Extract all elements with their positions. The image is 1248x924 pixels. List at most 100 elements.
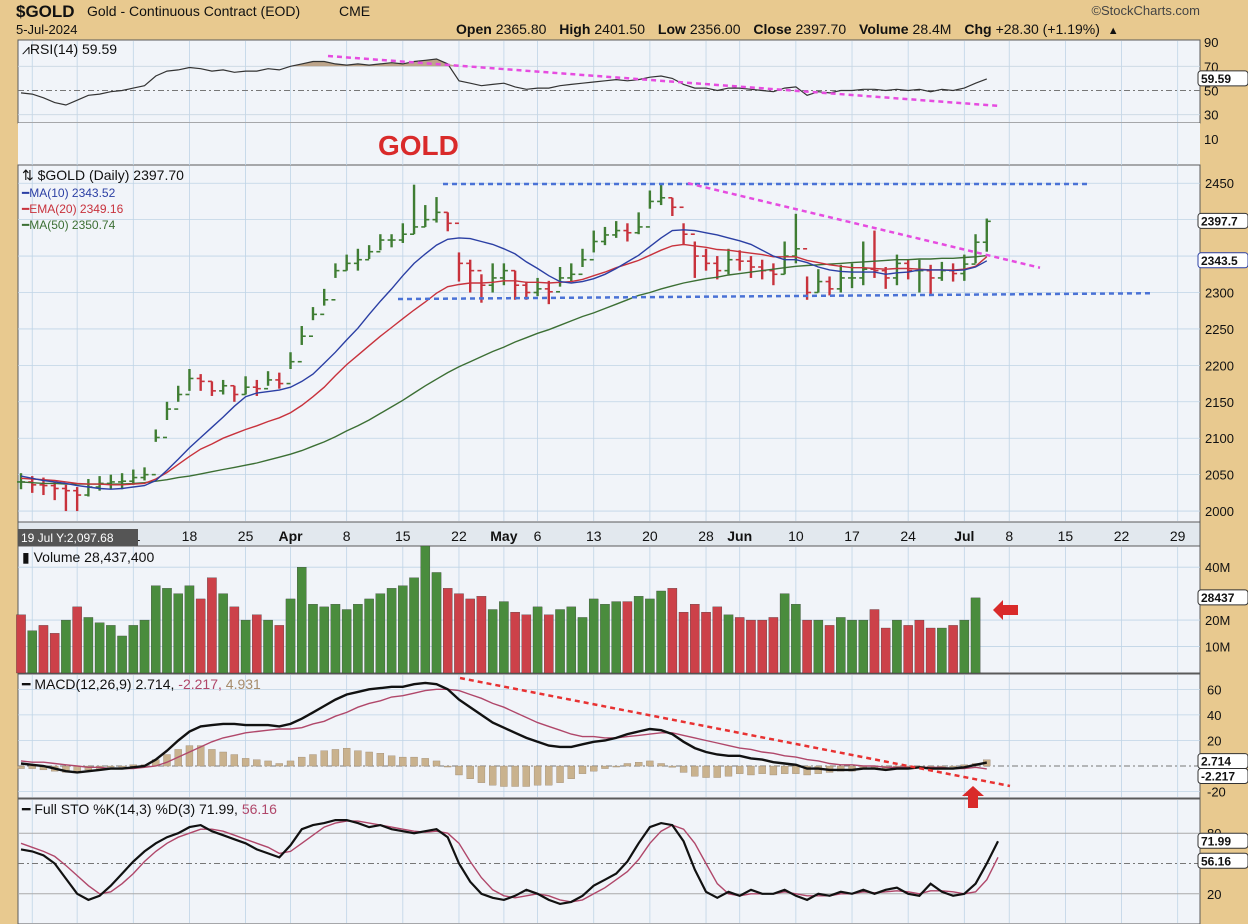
volume-bar (532, 606, 543, 674)
volume-value: 28.4M (913, 21, 952, 37)
volume-bar (836, 617, 846, 674)
macd-hist-bar (489, 765, 497, 786)
macd-line-value: 2.714, (135, 676, 178, 692)
macd-hist-bar (421, 758, 429, 767)
volume-bar (72, 606, 82, 674)
macd-hist-bar (590, 765, 598, 772)
volume-arrow-icon (993, 600, 1018, 620)
macd-hist-bar (511, 765, 519, 787)
volume-bar (353, 604, 363, 674)
volume-bar (768, 617, 779, 674)
y-tick-label: 2250 (1205, 322, 1234, 337)
y-tick-label: 60 (1207, 682, 1221, 697)
volume-bar (252, 614, 262, 674)
volume-bar (577, 617, 588, 674)
macd-hist-bar (399, 756, 407, 767)
value-tag-text: 2.714 (1201, 755, 1231, 769)
macd-hist-bar (500, 765, 508, 787)
y-tick-label: 50 (1204, 84, 1218, 99)
macd-hist-bar (612, 765, 620, 768)
volume-bar (151, 585, 161, 674)
ohlc-readout: Open 2365.80 High 2401.50 Low 2356.00 Close… (456, 21, 1119, 37)
low-label: Low (658, 21, 686, 37)
macd-hist-bar (241, 758, 250, 767)
macd-hist-value: 4.931 (226, 676, 261, 692)
macd-hist-bar (803, 765, 811, 776)
y-tick-label: 20 (1207, 887, 1221, 902)
high-value: 2401.50 (594, 21, 645, 37)
volume-bar (319, 606, 329, 674)
y-tick-label: 2100 (1205, 431, 1234, 446)
x-tick-label: Jun (727, 528, 752, 544)
volume-bar (465, 598, 475, 674)
high-label: High (559, 21, 590, 37)
date-tooltip: 19 Jul Y:2,097.68 (21, 531, 114, 545)
x-tick-label: 13 (586, 528, 602, 544)
value-tag-text: 2397.7 (1201, 214, 1238, 228)
value-tag: 59.59 (1197, 70, 1248, 87)
macd-hist-bar (376, 753, 385, 767)
low-value: 2356.00 (690, 21, 741, 37)
macd-hist-bar (28, 765, 36, 769)
value-tag: 71.99 (1197, 832, 1248, 849)
chg-up-icon: ▲ (1108, 25, 1119, 37)
volume-label: Volume (859, 21, 909, 37)
ema20-line (20, 243, 988, 486)
volume-bar (106, 625, 116, 674)
macd-hist-bar (466, 765, 474, 779)
x-tick-label: 22 (451, 528, 467, 544)
volume-bar (678, 611, 689, 674)
x-tick-label: 28 (698, 528, 714, 544)
volume-bar (622, 601, 633, 674)
volume-bar (296, 567, 307, 674)
x-tick-label: 22 (1114, 528, 1130, 544)
volume-bar (925, 627, 936, 674)
y-tick-label: 20M (1205, 613, 1230, 628)
macd-trendline (459, 676, 1011, 788)
ma10-legend: ━MA(10) 2343.52 (21, 186, 116, 200)
macd-hist-bar (444, 765, 452, 768)
volume-bar (734, 617, 745, 674)
macd-hist-bar (567, 765, 575, 779)
macd-hist-bar (623, 763, 632, 767)
macd-label: ━ MACD(12,26,9) 2.714, -2.217, 4.931 (21, 676, 261, 692)
sto-k-value: 71.99, (199, 801, 242, 817)
volume-bar (611, 601, 621, 674)
macd-hist-bar (657, 763, 665, 767)
x-tick-label: 15 (1058, 528, 1074, 544)
macd-hist-bar (545, 765, 553, 786)
x-tick-label: 8 (343, 528, 351, 544)
value-tag-box (1197, 852, 1248, 869)
macd-hist-bar (275, 763, 283, 767)
rsi-panel (17, 39, 1201, 124)
macd-hist-bar (253, 759, 261, 767)
volume-bar (341, 609, 352, 674)
volume-bar (398, 585, 408, 674)
volume-bar (880, 627, 891, 674)
macd-hist-bar (331, 749, 340, 767)
price-trendline (687, 181, 1041, 269)
x-tick-label: Apr (278, 528, 303, 544)
y-tick-label: 2000 (1205, 504, 1234, 519)
volume-bar (207, 577, 217, 674)
volume-bar (364, 598, 374, 674)
volume-bar (139, 619, 150, 674)
volume-bar (431, 572, 442, 674)
volume-bar (27, 630, 37, 674)
volume-bar (633, 596, 644, 674)
macd-hist-bar (410, 756, 418, 767)
volume-bars (16, 545, 981, 674)
volume-bar (128, 625, 139, 674)
value-tag-text: 28437 (1201, 591, 1235, 605)
x-tick-label: 17 (844, 528, 860, 544)
macd-hist-bar (354, 750, 362, 767)
volume-bar (285, 598, 296, 674)
macd-hist-bar (949, 765, 957, 768)
open-value: 2365.80 (496, 21, 547, 37)
macd-hist-bar (298, 756, 306, 767)
volume-bar (499, 601, 509, 674)
gold-annotation: GOLD (378, 130, 459, 161)
volume-bar (869, 609, 880, 674)
macd-hist-bar (208, 749, 216, 767)
macd-hist-bar (635, 762, 643, 767)
